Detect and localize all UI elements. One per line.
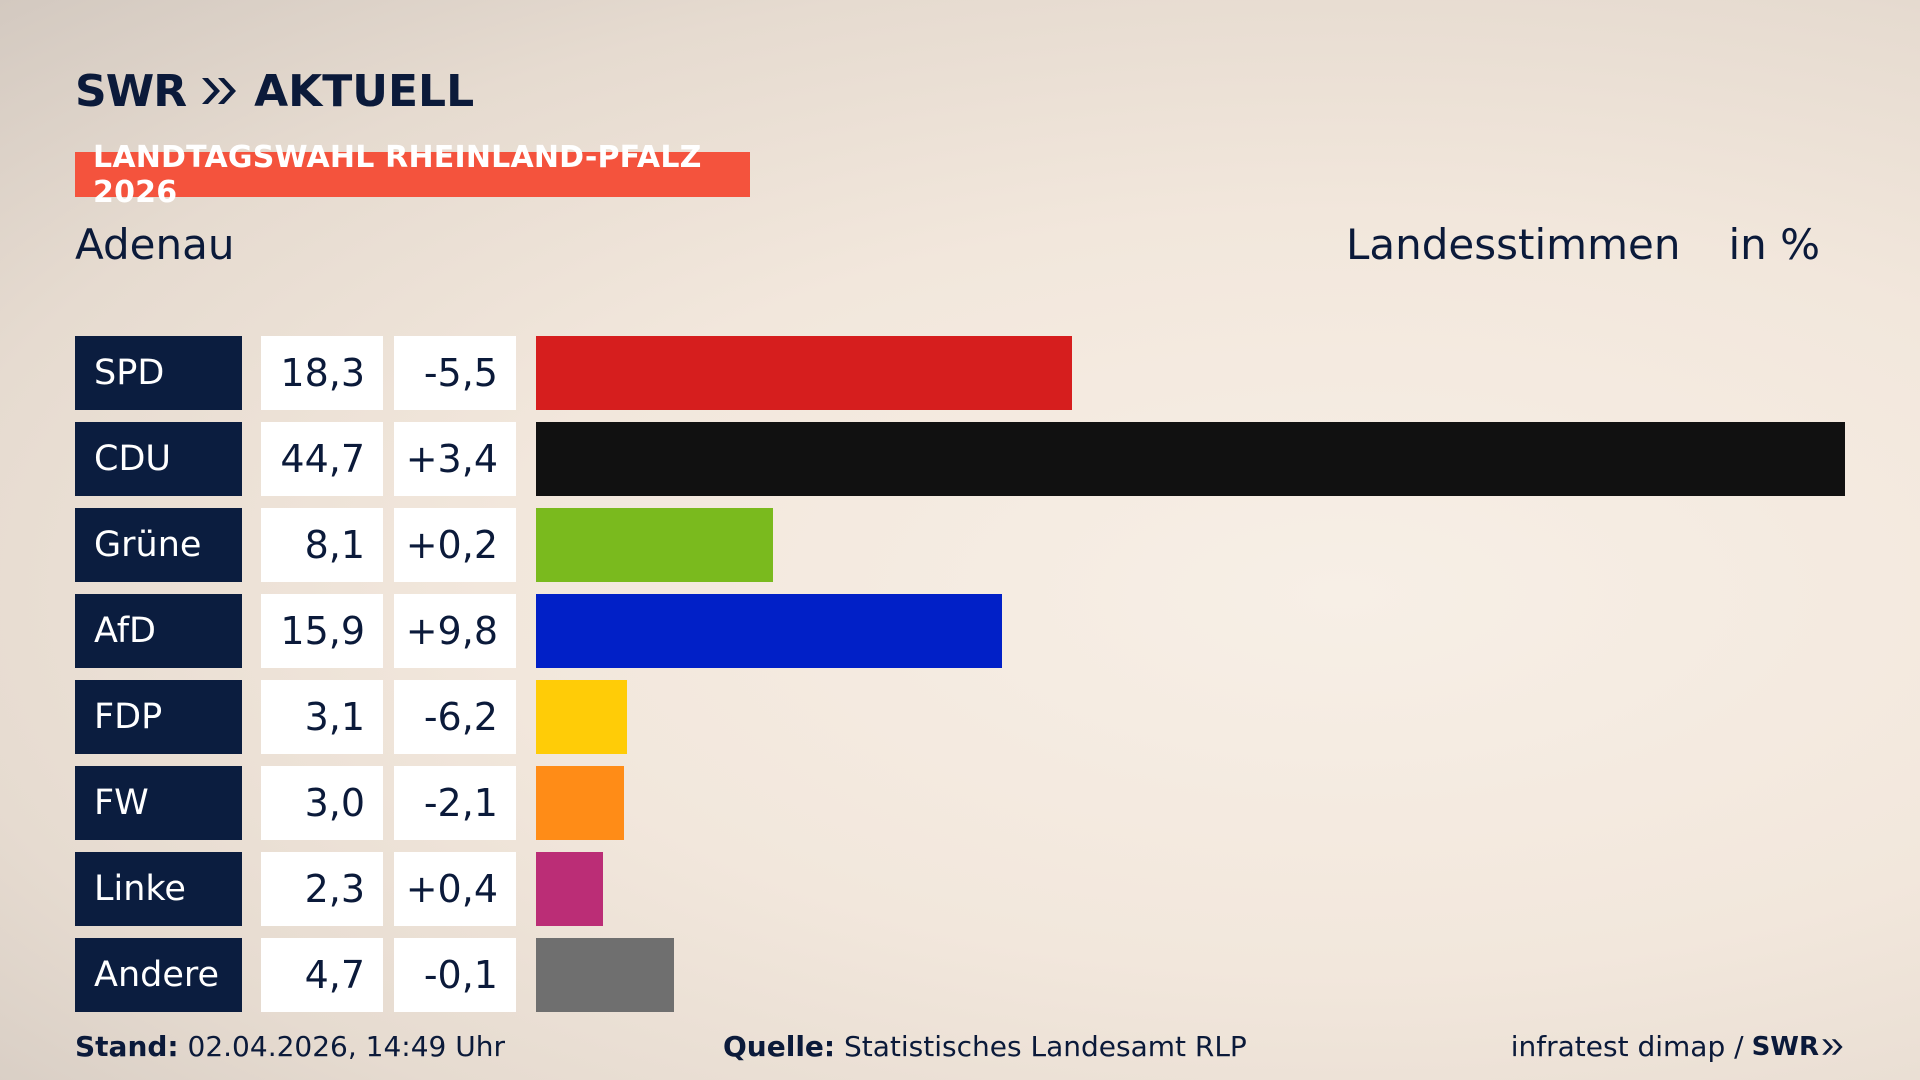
result-row: FW 3,0 -2,1 xyxy=(75,766,1845,840)
vote-share-bar xyxy=(536,422,1845,496)
vote-share-bar xyxy=(536,766,624,840)
party-label: Grüne xyxy=(75,508,242,582)
measure-header: Landesstimmen in % xyxy=(1346,220,1820,269)
measure-label: Landesstimmen xyxy=(1346,220,1681,269)
result-row: Linke 2,3 +0,4 xyxy=(75,852,1845,926)
source-value: Statistisches Landesamt RLP xyxy=(844,1030,1247,1063)
result-row: FDP 3,1 -6,2 xyxy=(75,680,1845,754)
source-label: Quelle: xyxy=(723,1030,836,1063)
party-label: FDP xyxy=(75,680,242,754)
vote-change-value: +0,4 xyxy=(394,852,516,926)
vote-change-value: +9,8 xyxy=(394,594,516,668)
party-label: Andere xyxy=(75,938,242,1012)
party-label: SPD xyxy=(75,336,242,410)
timestamp: Stand: 02.04.2026, 14:49 Uhr xyxy=(75,1030,505,1063)
swr-mini-logo: SWR xyxy=(1752,1032,1845,1062)
double-chevron-icon xyxy=(202,78,237,104)
vote-change-value: -2,1 xyxy=(394,766,516,840)
swr-aktuell-logo: SWR AKTUELL xyxy=(75,65,475,117)
vote-change-value: -5,5 xyxy=(394,336,516,410)
result-row: CDU 44,7 +3,4 xyxy=(75,422,1845,496)
result-row: Grüne 8,1 +0,2 xyxy=(75,508,1845,582)
result-row: AfD 15,9 +9,8 xyxy=(75,594,1845,668)
vote-change-value: -0,1 xyxy=(394,938,516,1012)
vote-share-value: 18,3 xyxy=(261,336,383,410)
credit: infratest dimap / SWR xyxy=(1511,1030,1845,1063)
vote-share-value: 8,1 xyxy=(261,508,383,582)
credit-text: infratest dimap / xyxy=(1510,1030,1744,1063)
credit-brand: SWR xyxy=(1751,1031,1819,1062)
vote-share-value: 15,9 xyxy=(261,594,383,668)
party-label: AfD xyxy=(75,594,242,668)
party-label: FW xyxy=(75,766,242,840)
brand-aktuell: AKTUELL xyxy=(254,65,475,117)
vote-share-bar xyxy=(536,594,1002,668)
stand-value: 02.04.2026, 14:49 Uhr xyxy=(187,1030,505,1063)
vote-share-value: 3,0 xyxy=(261,766,383,840)
vote-share-value: 44,7 xyxy=(261,422,383,496)
vote-share-bar xyxy=(536,852,603,926)
vote-share-bar xyxy=(536,336,1072,410)
region-name: Adenau xyxy=(75,220,235,269)
party-label: Linke xyxy=(75,852,242,926)
vote-share-bar xyxy=(536,508,773,582)
result-row: SPD 18,3 -5,5 xyxy=(75,336,1845,410)
vote-share-value: 3,1 xyxy=(261,680,383,754)
source: Quelle: Statistisches Landesamt RLP xyxy=(723,1030,1247,1063)
vote-share-value: 2,3 xyxy=(261,852,383,926)
unit-label: in % xyxy=(1728,220,1820,269)
vote-share-bar xyxy=(536,680,627,754)
vote-share-bar xyxy=(536,938,674,1012)
vote-change-value: -6,2 xyxy=(394,680,516,754)
vote-share-value: 4,7 xyxy=(261,938,383,1012)
party-label: CDU xyxy=(75,422,242,496)
vote-change-value: +3,4 xyxy=(394,422,516,496)
result-row: Andere 4,7 -0,1 xyxy=(75,938,1845,1012)
brand-swr: SWR xyxy=(75,65,187,117)
double-chevron-icon xyxy=(1822,1038,1843,1055)
election-title-banner: LANDTAGSWAHL RHEINLAND-PFALZ 2026 xyxy=(75,140,750,210)
stand-label: Stand: xyxy=(75,1030,179,1063)
vote-change-value: +0,2 xyxy=(394,508,516,582)
